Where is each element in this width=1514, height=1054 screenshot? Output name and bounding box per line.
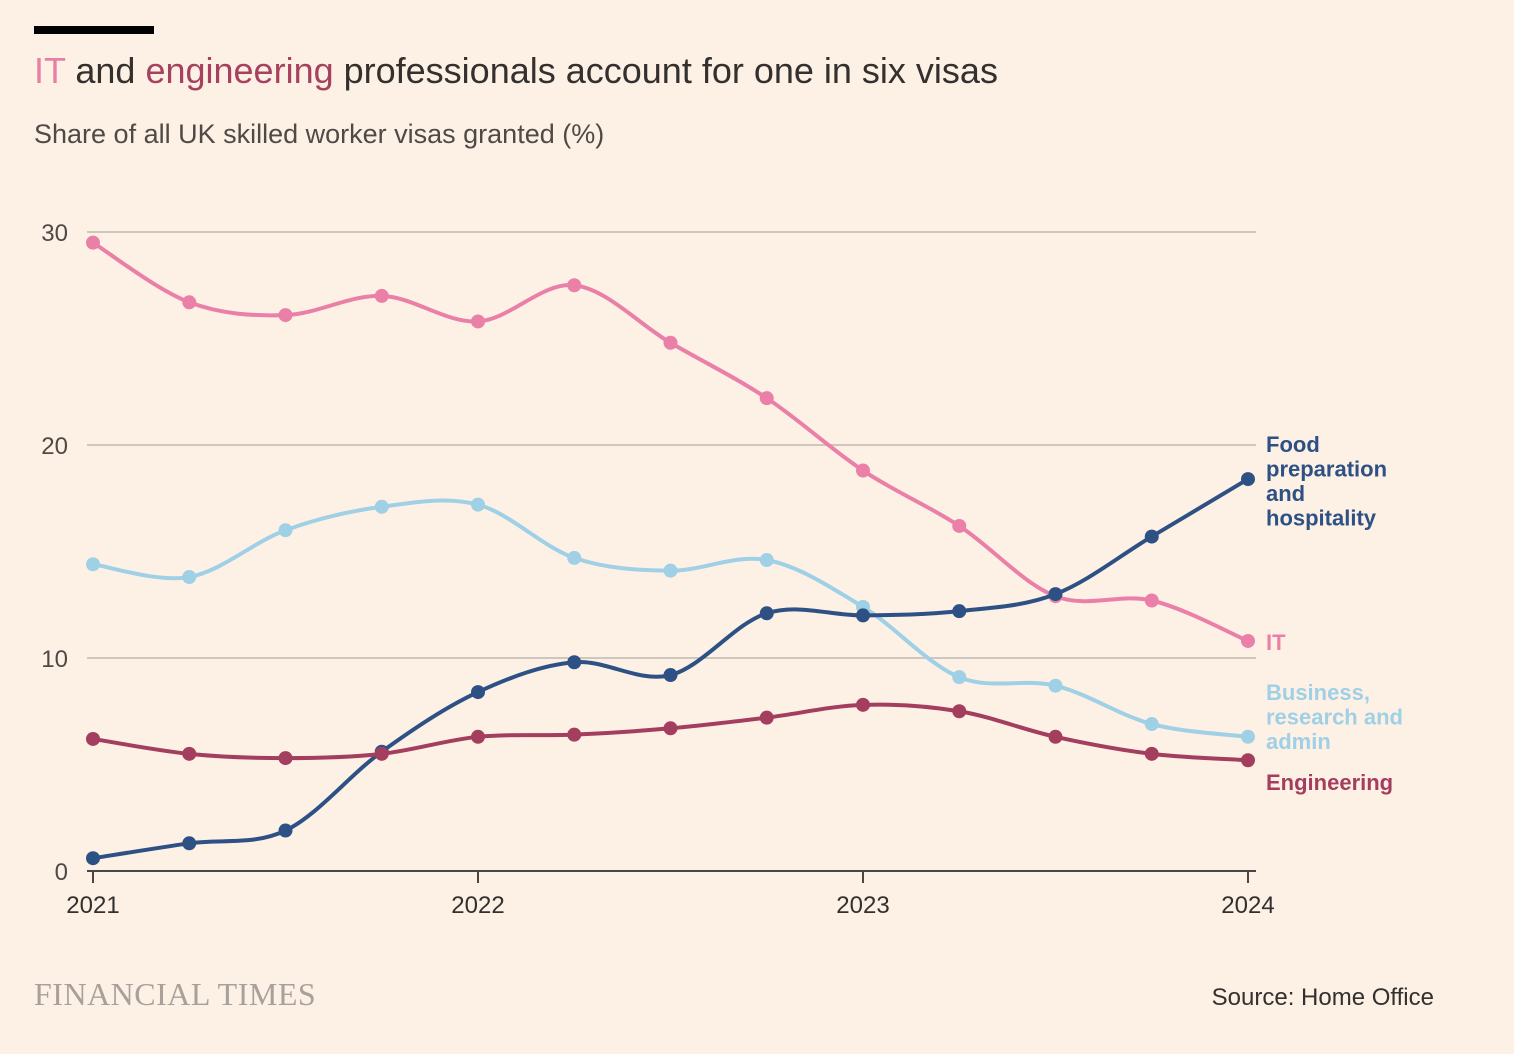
data-point-engineering-12 [1241, 753, 1255, 768]
data-point-engineering-8 [856, 697, 870, 712]
data-point-food-preparation-and-hospitality-10 [1048, 587, 1063, 602]
x-tick-label-2022: 2022 [451, 892, 504, 919]
y-tick-label-30: 30 [41, 220, 68, 247]
series-label-line: Business, [1266, 680, 1370, 705]
data-point-food-preparation-and-hospitality-1 [182, 836, 197, 851]
data-point-engineering-7 [759, 710, 774, 725]
data-point-engineering-1 [182, 746, 197, 761]
y-tick-label-20: 20 [41, 433, 68, 460]
data-point-it-5 [567, 278, 582, 293]
x-tick-label-2021: 2021 [66, 892, 119, 919]
data-point-business-research-and-admin-11 [1144, 717, 1159, 732]
data-point-business-research-and-admin-10 [1048, 678, 1063, 693]
data-point-it-1 [182, 295, 197, 310]
data-point-food-preparation-and-hospitality-2 [278, 823, 293, 838]
data-point-business-research-and-admin-2 [278, 523, 293, 538]
x-tick-label-2023: 2023 [836, 892, 889, 919]
series-label-line: hospitality [1266, 506, 1377, 531]
y-tick-label-0: 0 [55, 859, 68, 886]
data-point-engineering-2 [278, 751, 293, 766]
data-point-it-8 [856, 463, 870, 478]
data-point-food-preparation-and-hospitality-11 [1144, 529, 1159, 544]
series-label-line: admin [1266, 729, 1331, 754]
data-point-it-3 [374, 288, 389, 303]
title-engineering-highlight: engineering [145, 50, 334, 91]
series-label-it: IT [1266, 630, 1286, 655]
title-it-highlight: IT [34, 50, 66, 91]
title-and: and [75, 50, 136, 91]
series-label-engineering: Engineering [1266, 770, 1393, 795]
chart-title: IT and engineering professionals account… [34, 48, 998, 94]
series-label-line: Engineering [1266, 770, 1393, 795]
data-point-engineering-9 [952, 704, 967, 719]
data-point-it-11 [1144, 593, 1159, 608]
top-rule [34, 26, 154, 34]
data-point-it-9 [952, 518, 967, 533]
series-line-business-research-and-admin [91, 498, 1250, 739]
data-point-it-0 [86, 235, 100, 250]
data-point-food-preparation-and-hospitality-5 [567, 655, 582, 670]
x-tick-label-2024: 2024 [1221, 892, 1274, 919]
data-point-business-research-and-admin-3 [374, 499, 389, 514]
data-point-business-research-and-admin-7 [759, 553, 774, 568]
series-line-it [91, 240, 1250, 643]
data-point-business-research-and-admin-0 [86, 557, 100, 572]
data-point-engineering-4 [471, 729, 485, 744]
data-point-food-preparation-and-hospitality-4 [471, 685, 485, 700]
data-point-food-preparation-and-hospitality-6 [663, 668, 678, 683]
ft-logo-text: FINANCIAL TIMES [34, 976, 317, 1012]
data-point-business-research-and-admin-9 [952, 670, 967, 685]
data-point-engineering-11 [1144, 746, 1159, 761]
data-point-it-6 [663, 335, 678, 350]
data-point-it-12 [1241, 633, 1255, 648]
data-point-food-preparation-and-hospitality-8 [856, 608, 870, 623]
data-point-food-preparation-and-hospitality-7 [759, 606, 774, 621]
title-rest: professionals account for one in six vis… [343, 50, 998, 91]
series-label-business-research-and-admin: Business, research and admin [1266, 680, 1403, 754]
series-label-line: preparation [1266, 457, 1387, 482]
data-point-business-research-and-admin-4 [471, 497, 485, 512]
series-label-line: research and [1266, 705, 1403, 730]
data-point-food-preparation-and-hospitality-0 [86, 851, 100, 866]
data-point-engineering-5 [567, 727, 582, 742]
data-point-food-preparation-and-hospitality-12 [1241, 472, 1255, 487]
data-point-it-4 [471, 314, 485, 329]
data-point-engineering-3 [374, 746, 389, 761]
series-label-line: and [1266, 481, 1305, 506]
data-point-business-research-and-admin-1 [182, 570, 197, 585]
data-point-food-preparation-and-hospitality-9 [952, 604, 967, 619]
data-point-it-7 [759, 391, 774, 406]
data-point-business-research-and-admin-12 [1241, 729, 1255, 744]
source-note: Source: Home Office [1211, 984, 1434, 1011]
data-point-business-research-and-admin-6 [663, 563, 678, 578]
y-tick-label-10: 10 [41, 646, 68, 673]
series-label-food-preparation-and-hospitality: Food preparation and hospitality [1266, 432, 1387, 531]
data-point-engineering-6 [663, 721, 678, 736]
data-point-engineering-10 [1048, 729, 1063, 744]
data-point-business-research-and-admin-5 [567, 550, 582, 565]
chart-subtitle: Share of all UK skilled worker visas gra… [34, 119, 605, 149]
data-point-it-2 [278, 308, 293, 323]
data-point-engineering-0 [86, 731, 100, 746]
series-label-line: IT [1266, 630, 1286, 655]
series-label-line: Food [1266, 432, 1320, 457]
